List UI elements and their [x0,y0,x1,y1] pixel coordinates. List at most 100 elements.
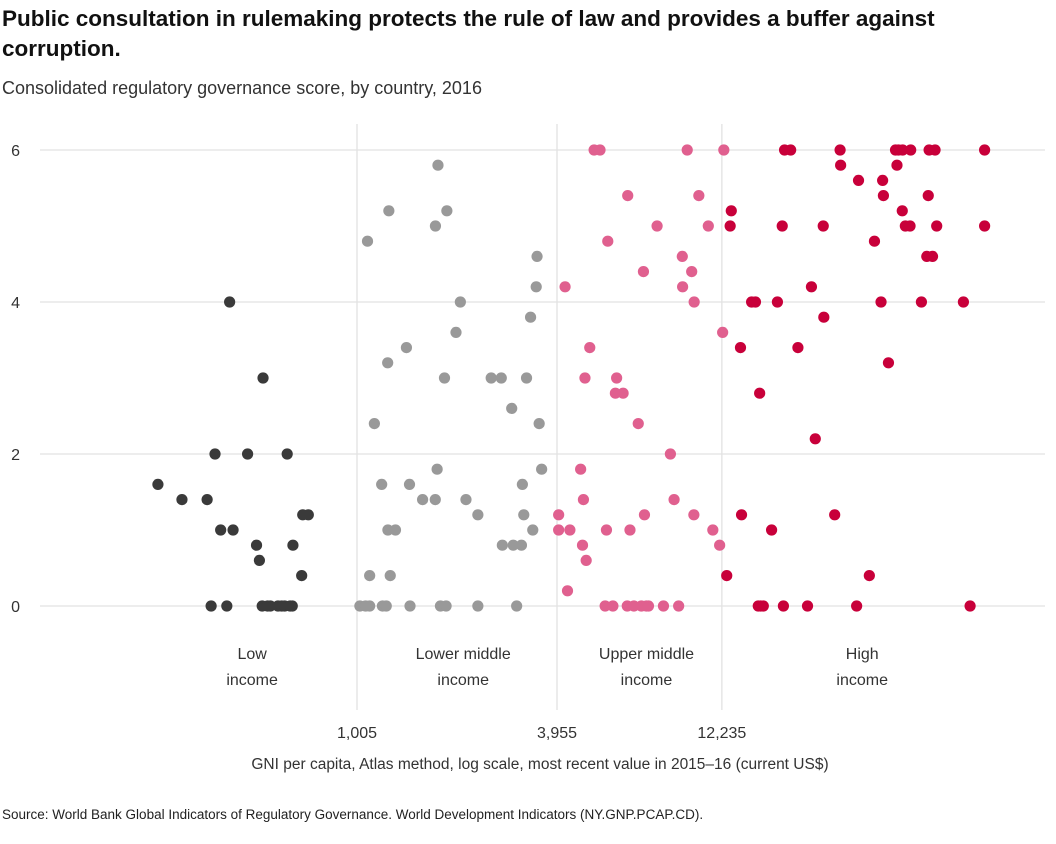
point-upper_middle-46 [717,326,729,338]
point-upper_middle-22 [624,524,636,536]
point-low-12 [257,372,269,384]
band-label-0-line2: income [226,672,278,689]
point-upper_middle-8 [580,554,592,566]
point-lower_middle-15 [403,478,416,490]
point-high-41 [904,220,916,232]
point-lower_middle-34 [506,402,518,414]
point-lower_middle-35 [511,600,523,612]
point-high-33 [882,357,895,369]
point-low-4 [209,448,221,460]
point-high-12 [771,296,784,308]
band-label-3-line2: income [836,672,888,689]
y-tick-label-0: 0 [11,599,20,616]
point-upper_middle-18 [611,372,623,384]
point-high-26 [851,600,863,612]
point-low-3 [205,600,217,612]
point-lower_middle-33 [496,539,508,551]
point-lower_middle-9 [382,357,394,369]
point-lower_middle-29 [472,509,484,521]
point-high-18 [801,600,814,612]
point-high-17 [792,342,804,354]
point-high-28 [863,570,875,582]
point-high-8 [754,387,766,399]
point-low-9 [241,448,254,460]
point-high-19 [805,281,818,293]
point-lower_middle-3 [364,570,376,582]
point-high-21 [817,220,829,232]
point-lower_middle-11 [384,570,396,582]
point-low-11 [253,554,265,566]
point-lower_middle-37 [515,539,528,551]
point-upper_middle-31 [657,600,670,612]
point-high-14 [777,600,790,612]
point-lower_middle-42 [527,524,539,536]
point-high-48 [929,144,941,156]
point-upper_middle-12 [594,144,606,156]
point-lower_middle-26 [450,326,462,338]
grid-lines [40,149,1045,607]
income-threshold-lines [356,124,723,710]
point-upper_middle-45 [718,144,730,156]
point-lower_middle-23 [438,372,451,384]
point-lower_middle-39 [518,509,530,521]
point-upper_middle-7 [575,463,587,475]
point-high-3 [734,342,747,354]
point-upper_middle-3 [561,585,574,597]
point-lower_middle-5 [368,418,380,430]
point-high-49 [957,296,970,308]
point-upper_middle-10 [584,342,596,354]
point-low-7 [221,600,233,612]
point-lower_middle-30 [472,600,484,612]
point-upper_middle-16 [607,600,619,612]
point-upper_middle-34 [673,600,685,612]
point-lower_middle-40 [520,372,533,384]
point-high-52 [979,220,991,232]
point-lower_middle-24 [440,600,452,612]
point-high-30 [875,296,887,308]
data-points [152,144,991,612]
point-high-10 [757,600,769,612]
chart-title: Public consultation in rulemaking protec… [2,6,935,61]
point-lower_middle-20 [431,463,443,475]
point-low-5 [215,524,227,536]
point-upper_middle-33 [668,494,680,506]
x-axis: 1,005 3,955 12,235 [337,725,746,742]
point-high-37 [896,205,908,217]
point-high-22 [818,311,830,323]
point-upper_middle-20 [622,190,634,202]
point-upper_middle-30 [651,220,663,232]
point-upper_middle-17 [609,387,621,399]
point-low-0 [152,478,164,490]
point-lower_middle-14 [400,342,413,354]
point-lower_middle-41 [524,311,537,323]
point-upper_middle-24 [632,418,644,430]
scatter-chart: 0 2 4 6 Low income Lower middle income Upper mi… [11,124,1045,773]
point-lower_middle-43 [530,281,542,293]
point-high-16 [785,144,797,156]
point-low-25 [297,509,309,521]
point-high-42 [915,296,928,308]
point-high-31 [877,174,889,186]
point-low-22 [286,600,298,612]
point-high-44 [922,190,934,202]
point-low-6 [224,296,236,308]
y-axis: 0 2 4 6 [11,143,20,616]
x-tick-label-1: 3,955 [537,725,577,742]
point-high-47 [931,220,943,232]
x-axis-label: GNI per capita, Atlas method, log scale,… [251,756,828,773]
point-low-15 [264,600,276,612]
point-upper_middle-35 [676,250,688,262]
point-high-51 [979,144,991,156]
band-label-2-line2: income [621,672,673,689]
point-high-35 [891,159,903,171]
point-low-21 [287,539,299,551]
point-lower_middle-45 [536,463,548,475]
point-upper_middle-38 [686,266,698,278]
point-upper_middle-41 [693,190,705,202]
point-lower_middle-16 [404,600,416,612]
point-high-32 [877,190,890,202]
point-lower_middle-32 [495,372,507,384]
point-lower_middle-36 [507,539,519,551]
point-upper_middle-32 [664,448,676,460]
band-label-2-line1: Upper middle [599,646,694,663]
